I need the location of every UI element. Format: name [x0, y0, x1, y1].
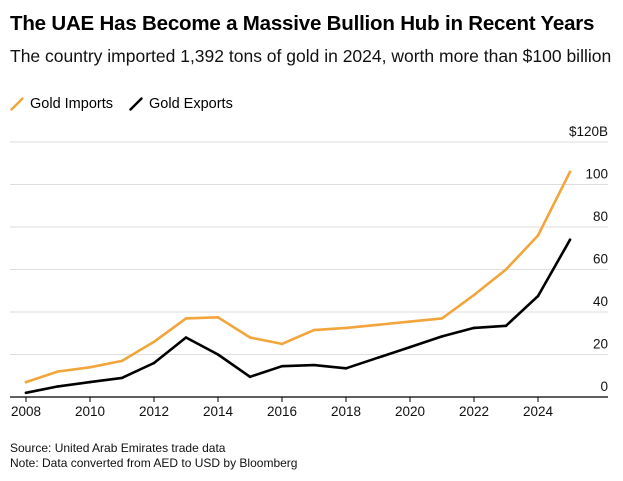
- data-point-exports-2014: [216, 353, 220, 356]
- data-point-exports-2009: [56, 385, 60, 388]
- chart-legend: Gold Imports Gold Exports: [10, 95, 249, 113]
- data-point-exports-2017: [312, 363, 316, 367]
- data-point-exports-2018: [344, 367, 348, 370]
- footnotes: Source: United Arab Emirates trade data …: [10, 441, 297, 471]
- x-tick-labels: 2008 2010 2012 2014 2016 2018 2020 2022 2024: [11, 404, 554, 419]
- data-point-imports-2016: [280, 342, 284, 346]
- data-point-imports-2023: [504, 268, 508, 271]
- series-line-exports: [24, 238, 572, 395]
- legend-label-exports: Gold Exports: [149, 96, 233, 112]
- data-point-imports-2022: [472, 293, 476, 297]
- data-point-exports-2013: [184, 336, 188, 339]
- legend-item-imports[interactable]: Gold Imports: [10, 96, 113, 112]
- legend-item-exports[interactable]: Gold Exports: [129, 96, 233, 112]
- data-point-imports-2013: [184, 317, 188, 320]
- data-point-imports-2018: [344, 326, 348, 330]
- data-point-exports-2011: [120, 376, 124, 380]
- data-point-imports-2012: [152, 340, 156, 344]
- data-point-imports-2008: [24, 380, 28, 384]
- series-line-imports: [24, 170, 572, 384]
- y-tick-label-120: $120B: [569, 124, 608, 139]
- x-tick-label-2016: 2016: [267, 404, 297, 419]
- x-tick-label-2010: 2010: [75, 404, 105, 419]
- data-point-exports-2023: [504, 324, 508, 328]
- data-point-exports-2019: [376, 356, 380, 359]
- chart-title: The UAE Has Become a Massive Bullion Hub…: [10, 12, 595, 35]
- data-point-imports-2015: [248, 336, 252, 339]
- data-point-imports-2020: [408, 320, 412, 323]
- y-tick-label-60: 60: [593, 252, 608, 267]
- series-points-exports: [24, 238, 572, 395]
- data-point-imports-2011: [120, 359, 124, 363]
- x-tick-label-2024: 2024: [523, 404, 554, 419]
- legend-label-imports: Gold Imports: [30, 96, 113, 112]
- data-point-imports-2014: [216, 316, 220, 319]
- data-point-imports-2025: [568, 170, 572, 174]
- data-point-exports-2015: [248, 375, 252, 379]
- data-note: Note: Data converted from AED to USD by …: [10, 456, 298, 470]
- series-points-imports: [24, 170, 572, 384]
- x-tick-label-2012: 2012: [139, 404, 169, 419]
- y-tick-label-20: 20: [593, 337, 608, 352]
- data-point-imports-2009: [56, 370, 60, 373]
- y-tick-label-40: 40: [593, 294, 608, 309]
- data-point-exports-2020: [408, 345, 412, 349]
- legend-swatch-imports: [10, 97, 24, 111]
- data-point-exports-2012: [152, 361, 156, 365]
- data-point-exports-2021: [440, 335, 444, 338]
- data-point-imports-2024: [536, 234, 540, 237]
- series-lines: [24, 170, 572, 395]
- x-tick-label-2022: 2022: [459, 404, 489, 419]
- y-tick-label-80: 80: [593, 209, 608, 224]
- data-point-exports-2010: [88, 380, 92, 384]
- data-point-exports-2016: [280, 364, 284, 368]
- x-tick-label-2008: 2008: [11, 404, 41, 419]
- data-point-imports-2017: [312, 328, 316, 332]
- x-axis: [10, 396, 608, 402]
- legend-swatch-exports: [129, 97, 143, 111]
- y-tick-labels: 0 20 40 60 80 100 $120B: [569, 124, 608, 394]
- data-point-imports-2019: [376, 323, 380, 327]
- data-point-imports-2021: [440, 317, 444, 320]
- data-point-exports-2022: [472, 326, 476, 330]
- x-tick-label-2018: 2018: [331, 404, 361, 419]
- source-note: Source: United Arab Emirates trade data: [10, 441, 226, 455]
- data-point-imports-2010: [88, 365, 92, 369]
- data-point-exports-2008: [24, 391, 28, 395]
- y-tick-label-100: 100: [585, 167, 608, 182]
- chart-subtitle: The country imported 1,392 tons of gold …: [10, 46, 612, 66]
- x-tick-label-2014: 2014: [203, 404, 234, 419]
- data-point-exports-2024: [536, 294, 540, 298]
- data-point-exports-2025: [568, 238, 572, 242]
- gridlines: [10, 141, 608, 355]
- y-tick-label-0: 0: [600, 379, 608, 394]
- x-tick-label-2020: 2020: [395, 404, 425, 419]
